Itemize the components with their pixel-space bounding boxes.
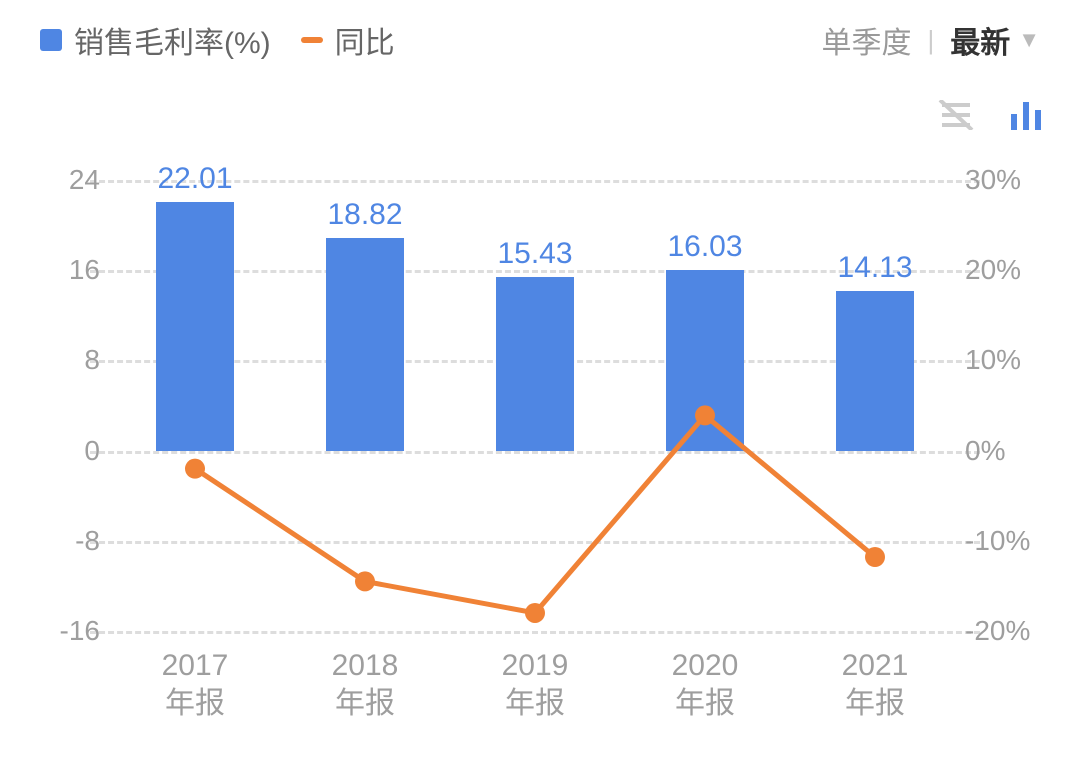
line-series [110,180,960,631]
y-tick-left: 16 [35,254,100,286]
y-tick-right: 20% [965,254,1045,286]
line-path [195,415,875,613]
legend-item-bar: 销售毛利率(%) [40,18,271,62]
legend-label-line: 同比 [335,18,395,62]
legend: 销售毛利率(%) 同比 [40,18,395,62]
line-marker [355,571,375,591]
legend-item-line: 同比 [301,18,395,62]
y-tick-right: -10% [965,525,1045,557]
period-controls: 单季度 | 最新 ▼ [821,18,1040,62]
period-option-latest[interactable]: 最新 ▼ [950,18,1040,62]
header: 销售毛利率(%) 同比 单季度 | 最新 ▼ [0,10,1080,70]
x-axis-label: 2019年报 [502,631,569,722]
x-axis-label: 2021年报 [842,631,909,722]
y-tick-right: 30% [965,164,1045,196]
y-tick-left: -8 [35,525,100,557]
line-marker [185,459,205,479]
y-tick-right: 0% [965,435,1045,467]
x-axis-label: 2017年报 [162,631,229,722]
line-marker [865,547,885,567]
chart-container: 销售毛利率(%) 同比 单季度 | 最新 ▼ [0,0,1080,771]
chevron-down-icon: ▼ [1018,27,1040,53]
line-marker [525,603,545,623]
x-axis-label: 2018年报 [332,631,399,722]
plot-area: -16-20%-8-10%00%810%1620%2430%22.0118.82… [110,180,960,631]
y-tick-left: -16 [35,615,100,647]
x-axis-label: 2020年报 [672,631,739,722]
legend-swatch-line [301,37,323,43]
chart-area: -16-20%-8-10%00%810%1620%2430%22.0118.82… [30,180,1050,711]
view-toggles [938,100,1044,130]
y-tick-left: 0 [35,435,100,467]
y-tick-left: 8 [35,344,100,376]
period-option-quarter[interactable]: 单季度 [821,18,911,62]
bar-chart-icon[interactable] [1008,100,1044,130]
legend-label-bar: 销售毛利率(%) [74,18,271,62]
y-tick-right: -20% [965,615,1045,647]
line-marker [695,405,715,425]
legend-swatch-bar [40,29,62,51]
control-separator: | [927,25,934,56]
y-tick-left: 24 [35,164,100,196]
list-view-icon[interactable] [938,100,974,130]
period-option-latest-label: 最新 [950,18,1010,62]
y-tick-right: 10% [965,344,1045,376]
